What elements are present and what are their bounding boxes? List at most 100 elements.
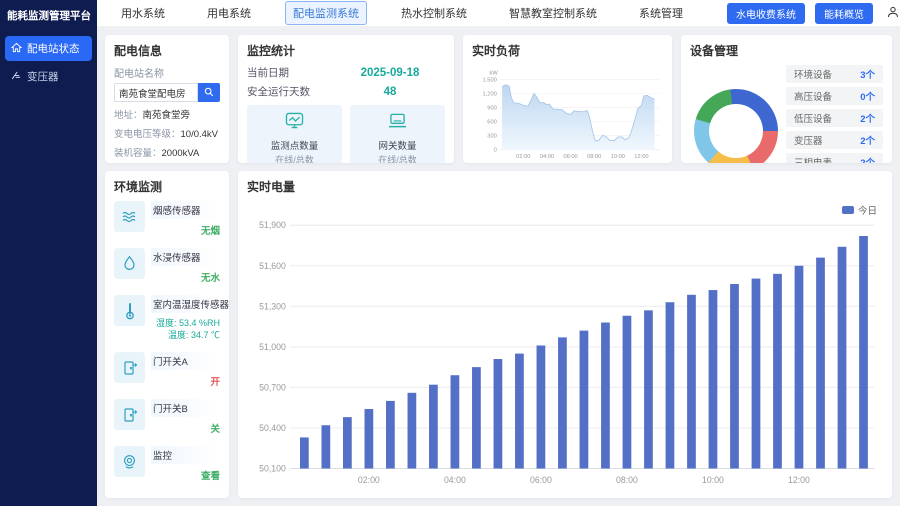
tab-water-system[interactable]: 用水系统 xyxy=(121,8,165,20)
card-title: 配电信息 xyxy=(114,44,163,58)
svg-text:06:00: 06:00 xyxy=(563,154,577,160)
distribution-info-card: 配电信息 配电站名称 地址：南苑食堂旁 变电电压等级：10/0.4kV 装机容量… xyxy=(105,35,229,163)
stat-row-safe-days: 安全运行天数 48 xyxy=(247,85,397,99)
svg-text:06:00: 06:00 xyxy=(530,475,552,485)
legend-swatch xyxy=(841,206,854,214)
main-content: 配电信息 配电站名称 地址：南苑食堂旁 变电电压等级：10/0.4kV 装机容量… xyxy=(97,27,900,506)
sidebar-item-label: 配电站状态 xyxy=(27,43,80,55)
info-field: 装机容量：2000kVA xyxy=(114,148,200,159)
gateway-icon xyxy=(388,113,407,133)
env-status: 关 xyxy=(210,424,220,436)
tab-electric-system[interactable]: 用电系统 xyxy=(207,8,251,20)
camera-view-link[interactable]: 查看 xyxy=(200,471,220,483)
svg-text:04:00: 04:00 xyxy=(444,475,466,485)
monitor-points-tile: 监测点数量 在线/总数 8 / 9 xyxy=(247,105,342,163)
svg-text:1,200: 1,200 xyxy=(483,92,497,98)
svg-text:04:00: 04:00 xyxy=(540,154,554,160)
env-item-temp-humidity: 室内温湿度传感器 湿度: 53.4 %RH 温度: 34.7 ℃ xyxy=(114,295,229,341)
info-field: 变电电压等级：10/0.4kV xyxy=(114,129,219,140)
svg-text:1,500: 1,500 xyxy=(483,78,497,84)
svg-text:50,100: 50,100 xyxy=(259,463,286,473)
tab-hot-water-system[interactable]: 热水控制系统 xyxy=(401,8,467,20)
card-title: 实时负荷 xyxy=(472,44,521,58)
env-status: 无烟 xyxy=(200,226,220,237)
monitor-stats-card: 监控统计 当前日期 2025-09-18 安全运行天数 48 监测点数量 在线/总数… xyxy=(238,35,454,163)
env-item-door-b: 门开关B 关 xyxy=(114,399,220,435)
svg-text:08:00: 08:00 xyxy=(616,475,638,485)
env-item-camera: 监控 查看 xyxy=(114,446,220,482)
gateway-tile: 网关数量 在线/总数 2 / 2 xyxy=(350,105,445,163)
legend-label: 今日 xyxy=(857,206,877,217)
user-menu[interactable]: 超级管理员 ▾ xyxy=(887,6,900,21)
sidebar-item-transformer[interactable]: 变压器 xyxy=(5,64,92,89)
device-row-env: 环境设备 3个 xyxy=(786,65,883,83)
search-button[interactable] xyxy=(198,83,220,102)
card-title: 监控统计 xyxy=(247,44,296,58)
svg-text:50,400: 50,400 xyxy=(259,423,286,433)
svg-text:51,900: 51,900 xyxy=(259,220,286,230)
realtime-energy-card: 实时电量 今日 50,100 50,400 50,700 51,000 51,300 51… xyxy=(238,171,892,498)
card-title: 实时电量 xyxy=(247,180,296,194)
thermometer-icon xyxy=(114,295,145,326)
stat-row-date: 当前日期 2025-09-18 xyxy=(247,66,420,80)
top-header: 用水系统 用电系统 配电监测系统 热水控制系统 智慧教室控制系统 系统管理 水电… xyxy=(97,0,900,27)
svg-text:02:00: 02:00 xyxy=(516,154,530,160)
app-title: 能耗监测管理平台 xyxy=(7,10,91,22)
svg-text:900: 900 xyxy=(487,105,497,111)
transformer-icon xyxy=(11,70,22,84)
svg-text:10:00: 10:00 xyxy=(611,154,625,160)
svg-text:51,600: 51,600 xyxy=(259,261,286,271)
tab-smart-classroom-system[interactable]: 智慧教室控制系统 xyxy=(509,8,597,20)
sidebar-item-station-status[interactable]: 配电站状态 xyxy=(5,36,92,61)
user-icon xyxy=(887,6,899,21)
env-item-smoke: 烟感传感器 无烟 xyxy=(114,201,220,237)
station-search-input[interactable] xyxy=(114,83,198,102)
device-row-meter: 三相电表2个 xyxy=(786,153,883,163)
home-icon xyxy=(10,42,23,56)
device-row-hv: 高压设备 0个 xyxy=(786,87,883,105)
realtime-load-chart: 0 300 600 900 1,200 1,500 kW 02:00 04:00 06:00 08:… xyxy=(483,70,660,160)
svg-text:600: 600 xyxy=(487,119,497,125)
svg-text:10:00: 10:00 xyxy=(702,475,724,485)
svg-text:08:00: 08:00 xyxy=(587,154,601,160)
svg-text:kW: kW xyxy=(490,70,499,76)
svg-text:300: 300 xyxy=(487,133,497,139)
device-donut-chart xyxy=(694,89,778,163)
info-field: 地址：南苑食堂旁 xyxy=(114,110,191,121)
legend-today[interactable]: 今日 xyxy=(247,203,877,217)
utility-billing-button[interactable]: 水电收费系统 xyxy=(727,2,805,24)
svg-text:02:00: 02:00 xyxy=(358,475,380,485)
env-status: 无水 xyxy=(200,273,220,284)
station-name-label: 配电站名称 xyxy=(114,69,164,80)
water-sensor-icon xyxy=(114,248,145,279)
env-status: 开 xyxy=(210,377,220,389)
sidebar-item-label: 变压器 xyxy=(27,71,59,83)
card-title: 设备管理 xyxy=(690,44,739,58)
device-row-transformer: 变压器 2个 xyxy=(786,131,883,149)
env-item-door-a: 门开关A 开 xyxy=(114,352,220,388)
env-status: 湿度: 53.4 %RH 温度: 34.7 ℃ xyxy=(155,318,220,341)
smoke-sensor-icon xyxy=(114,201,145,232)
monitor-point-icon xyxy=(285,112,304,133)
realtime-energy-chart: 50,100 50,400 50,700 51,000 51,300 51,600 51,9… xyxy=(259,220,875,485)
svg-text:0: 0 xyxy=(494,147,497,153)
device-row-lv: 低压设备 2个 xyxy=(786,109,883,127)
svg-text:12:00: 12:00 xyxy=(634,154,648,160)
door-switch-icon xyxy=(114,352,145,384)
env-item-water: 水浸传感器 无水 xyxy=(114,248,220,284)
svg-text:12:00: 12:00 xyxy=(788,475,810,485)
svg-text:51,000: 51,000 xyxy=(259,342,286,352)
environment-monitor-card: 环境监测 烟感传感器 无烟 水浸传感器 无水 xyxy=(105,171,229,498)
realtime-load-card: 实时负荷 0 300 600 900 1,200 1,500 kW 02:00 04:00 06:… xyxy=(463,35,672,163)
svg-text:51,300: 51,300 xyxy=(259,301,286,311)
card-title: 环境监测 xyxy=(114,180,163,194)
tab-distribution-monitor-system[interactable]: 配电监测系统 xyxy=(285,1,367,25)
energy-overview-button[interactable]: 能耗概览 xyxy=(815,2,873,24)
door-switch-icon xyxy=(114,399,145,431)
camera-icon xyxy=(114,446,145,478)
svg-text:50,700: 50,700 xyxy=(259,382,286,392)
sidebar: 能耗监测管理平台 配电站状态 变压器 xyxy=(0,0,97,506)
search-icon xyxy=(204,85,214,100)
tab-system-management[interactable]: 系统管理 xyxy=(639,8,683,20)
